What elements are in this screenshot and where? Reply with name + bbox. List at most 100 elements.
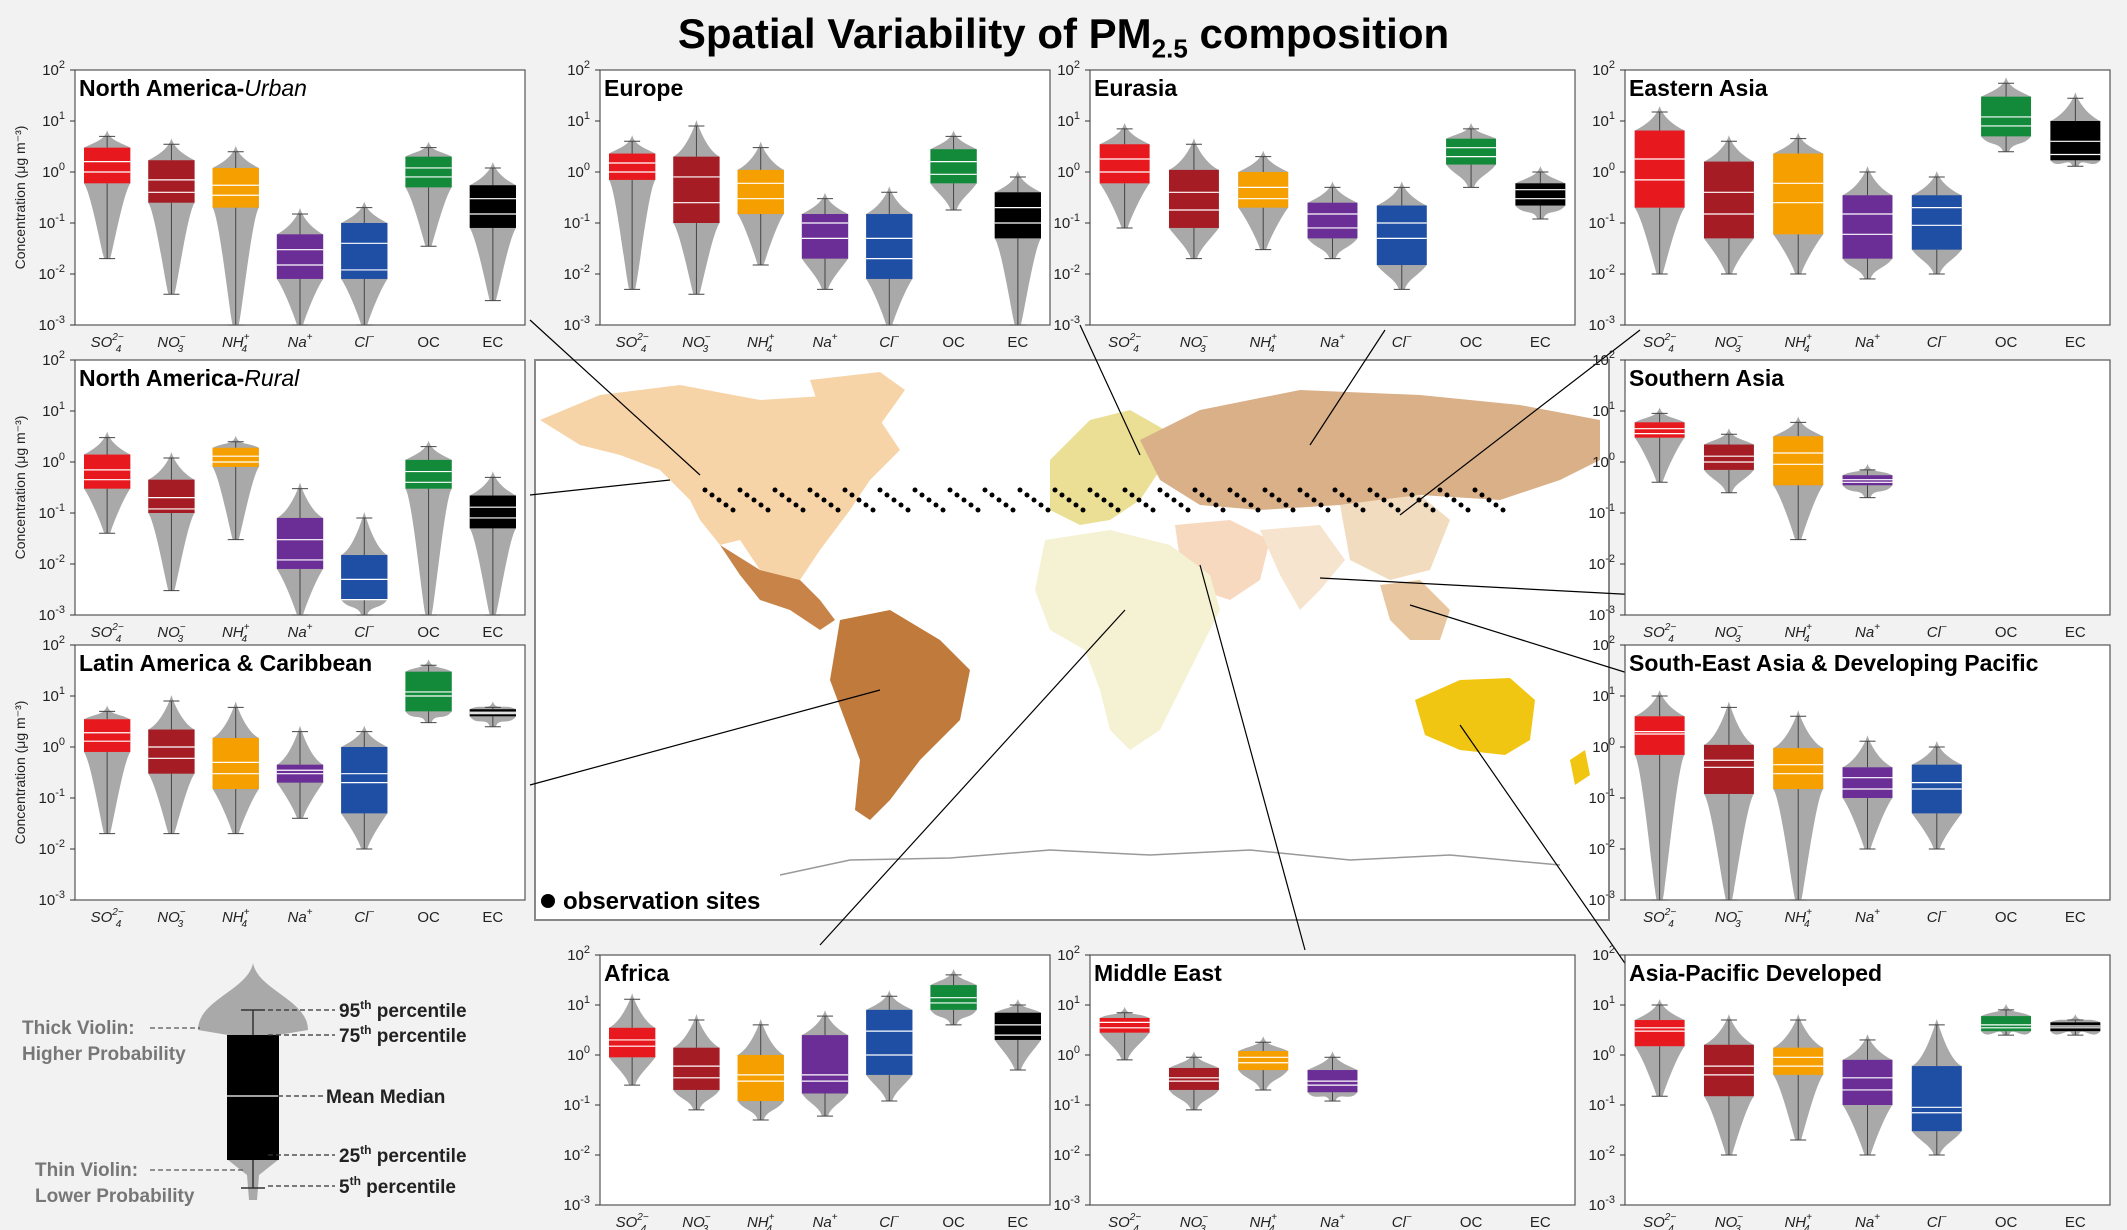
chart-panel: South-East Asia & Developing Pacific10-3…	[1589, 634, 2111, 930]
y-tick-label: 102	[567, 59, 590, 79]
x-tick-base: SO	[616, 334, 638, 351]
x-tick-base: NO	[682, 1214, 705, 1230]
x-tick-sup: +	[1271, 1212, 1277, 1223]
x-tick-sub: 3	[178, 634, 184, 645]
x-tick-base: NO	[1715, 1214, 1738, 1230]
x-tick-label: OC	[1460, 334, 1483, 351]
tick-base: 10	[42, 637, 59, 654]
tick-exp: -1	[1605, 212, 1615, 224]
box-Na	[1842, 1059, 1893, 1105]
tick-exp: -2	[580, 1144, 590, 1156]
x-tick-sup: −	[1941, 332, 1947, 343]
box-NH4	[212, 447, 259, 467]
tick-base: 10	[1589, 892, 1606, 909]
tick-base: 10	[1592, 164, 1609, 181]
tick-base: 10	[42, 739, 59, 756]
x-tick-base: OC	[942, 1214, 965, 1230]
y-tick-label: 10-3	[564, 1194, 590, 1214]
box-EC	[2050, 1022, 2101, 1032]
panel-title-text: North America-	[79, 75, 244, 101]
tick-exp: -3	[1605, 889, 1615, 901]
y-tick-label: 10-1	[1589, 1094, 1615, 1114]
thick-violin-label: Thick Violin:	[22, 1018, 135, 1039]
box-SO4	[84, 719, 131, 752]
chart-panel: Asia-Pacific Developed10-310-210-1100101…	[1589, 944, 2111, 1230]
thick-violin-desc: Higher Probability	[22, 1044, 186, 1065]
x-tick-base: EC	[1530, 334, 1551, 351]
tick-exp: 2	[584, 59, 590, 71]
tick-base: 10	[39, 266, 56, 283]
box-SO4	[609, 153, 656, 180]
x-tick-label: NH+ 4	[1784, 622, 1812, 645]
x-tick-sub: 4	[241, 344, 247, 355]
x-tick-label: NH+ 4	[1784, 1212, 1812, 1230]
x-tick-base: OC	[1460, 334, 1483, 351]
tick-base: 10	[1057, 947, 1074, 964]
southeast-asia-land	[1380, 580, 1450, 640]
y-tick-label: 10-1	[39, 212, 65, 232]
box-OC	[930, 149, 977, 184]
central-america-land	[720, 545, 835, 630]
box-EC	[2050, 121, 2101, 161]
y-tick-label: 101	[42, 110, 65, 130]
x-tick-sup: −	[1737, 1212, 1743, 1223]
tick-exp: 2	[1074, 944, 1080, 956]
x-tick-base: OC	[1995, 334, 2018, 351]
y-tick-label: 10-3	[39, 314, 65, 334]
tick-exp: 1	[1609, 685, 1615, 697]
x-tick-sub: 4	[241, 919, 247, 930]
y-tick-label: 10-2	[1589, 263, 1615, 283]
x-tick-label: Cl−	[354, 332, 374, 351]
x-tick-sup: +	[769, 1212, 775, 1223]
tick-exp: 1	[1609, 400, 1615, 412]
tick-base: 10	[42, 352, 59, 369]
x-tick-base: OC	[1995, 624, 2018, 641]
tick-base: 10	[1589, 266, 1606, 283]
y-tick-label: 101	[42, 400, 65, 420]
tick-base: 10	[564, 317, 581, 334]
x-tick-label: NO− 3	[157, 332, 186, 355]
x-tick-base: SO	[616, 1214, 638, 1230]
y-tick-label: 100	[42, 451, 65, 471]
x-tick-base: OC	[1995, 909, 2018, 926]
tick-base: 10	[39, 607, 56, 624]
y-tick-label: 101	[1592, 994, 1615, 1014]
x-tick-sub: 4	[1269, 344, 1275, 355]
y-tick-label: 10-3	[1589, 604, 1615, 624]
tick-exp: 0	[1609, 451, 1615, 463]
tick-exp: 1	[1609, 994, 1615, 1006]
greenland-land	[810, 372, 905, 435]
tick-base: 10	[1054, 215, 1071, 232]
tick-base: 10	[1054, 1147, 1071, 1164]
x-tick-base: EC	[482, 624, 503, 641]
x-tick-base: Na	[812, 1214, 831, 1230]
title-suffix: composition	[1187, 10, 1450, 57]
box-NO3	[1703, 444, 1754, 470]
x-tick-label: SO2− 4	[616, 1212, 649, 1230]
y-tick-label: 102	[1592, 944, 1615, 964]
x-tick-label: SO2− 4	[91, 332, 124, 355]
y-tick-label: 100	[1592, 1044, 1615, 1064]
x-tick-base: NH	[1784, 334, 1806, 351]
x-tick-base: NH	[222, 909, 244, 926]
x-tick-sup: −	[1941, 907, 1947, 918]
tick-base: 10	[1589, 607, 1606, 624]
x-tick-base: SO	[1643, 334, 1665, 351]
observation-sites-label: observation sites	[563, 888, 760, 915]
box-SO4	[84, 147, 131, 184]
y-tick-label: 10-3	[1054, 1194, 1080, 1214]
x-tick-sub: 4	[766, 344, 772, 355]
x-tick-label: Cl−	[1392, 332, 1412, 351]
y-tick-label: 101	[1592, 685, 1615, 705]
p95-label: 95th percentile	[339, 998, 467, 1022]
tick-exp: -3	[1070, 314, 1080, 326]
y-tick-label: 10-1	[1054, 1094, 1080, 1114]
tick-exp: 2	[1609, 634, 1615, 646]
tick-exp: 2	[59, 59, 65, 71]
x-tick-sub: 4	[1133, 344, 1139, 355]
x-tick-label: Na+	[1855, 1212, 1880, 1230]
y-tick-label: 10-2	[1054, 1144, 1080, 1164]
x-tick-sub: 4	[1804, 344, 1810, 355]
x-tick-sup: +	[1339, 332, 1345, 343]
x-tick-base: NO	[682, 334, 705, 351]
